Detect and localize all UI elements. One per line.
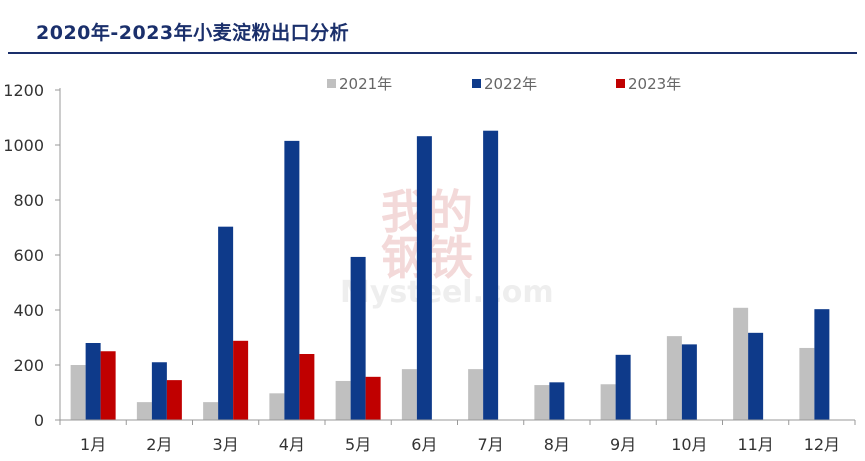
bar-2022年-1月: [85, 343, 101, 420]
bar-2022年-9月: [615, 354, 631, 420]
legend-label: 2022年: [484, 75, 537, 93]
bars: [70, 130, 830, 420]
bar-2022年-3月: [218, 226, 234, 420]
watermark: 我的钢铁Mysteel.com: [340, 185, 554, 310]
bar-2023年-2月: [166, 380, 182, 420]
legend-label: 2021年: [339, 75, 392, 93]
bar-2021年-6月: [401, 369, 417, 420]
bar-2023年-1月: [100, 351, 116, 420]
bar-2022年-2月: [151, 362, 167, 420]
bar-2021年-2月: [136, 402, 152, 420]
bar-2021年-7月: [468, 369, 484, 420]
bar-2021年-8月: [534, 385, 550, 420]
x-tick-label: 12月: [804, 435, 840, 454]
legend-swatch: [616, 79, 625, 88]
bar-2022年-6月: [416, 136, 432, 420]
bar-2022年-5月: [350, 256, 366, 420]
x-tick-label: 1月: [80, 435, 106, 454]
bar-2023年-3月: [233, 340, 249, 420]
bar-2023年-5月: [365, 376, 381, 420]
x-tick-label: 8月: [544, 435, 570, 454]
x-tick-label: 2月: [146, 435, 172, 454]
bar-2021年-9月: [600, 384, 616, 420]
bar-2022年-12月: [814, 309, 830, 420]
x-tick-label: 6月: [411, 435, 437, 454]
x-tick-label: 5月: [345, 435, 371, 454]
bar-2022年-4月: [284, 140, 300, 420]
bar-2021年-10月: [666, 336, 682, 420]
bar-2021年-5月: [335, 380, 351, 420]
bar-2021年-11月: [733, 307, 749, 420]
x-tick-label: 11月: [737, 435, 773, 454]
x-axis: 1月 2月 3月 4月 5月 6月 7月 8月 9月 10月 11月 12月: [59, 419, 856, 454]
y-tick-label: 0: [34, 411, 44, 430]
bar-2022年-7月: [483, 130, 499, 420]
bar-2022年-11月: [748, 332, 764, 420]
y-tick-label: 800: [13, 191, 44, 210]
y-tick-label: 400: [13, 301, 44, 320]
legend-label: 2023年: [628, 75, 681, 93]
x-tick-label: 3月: [213, 435, 239, 454]
y-tick-label: 200: [13, 356, 44, 375]
y-tick-label: 1000: [3, 136, 44, 155]
bar-2022年-10月: [681, 344, 697, 420]
x-tick-label: 10月: [671, 435, 707, 454]
bar-2021年-1月: [70, 365, 86, 420]
x-tick-label: 7月: [478, 435, 504, 454]
legend: 2021年 2022年 2023年: [327, 75, 681, 93]
x-tick-label: 4月: [279, 435, 305, 454]
bar-2023年-4月: [299, 354, 315, 420]
y-tick-label: 600: [13, 246, 44, 265]
chart-title: 2020年-2023年小麦淀粉出口分析: [36, 22, 350, 44]
title-underline: [8, 52, 857, 54]
legend-swatch: [472, 79, 481, 88]
legend-swatch: [327, 79, 336, 88]
y-tick-label: 1200: [3, 81, 44, 100]
watermark-line3: Mysteel.com: [340, 275, 554, 310]
bar-2021年-3月: [203, 402, 219, 420]
y-axis: 0 200 400 600 800 1000 1200: [3, 81, 61, 430]
bar-2021年-4月: [269, 393, 285, 420]
bar-2022年-8月: [549, 382, 565, 420]
bar-2021年-12月: [799, 347, 815, 420]
x-tick-label: 9月: [610, 435, 636, 454]
